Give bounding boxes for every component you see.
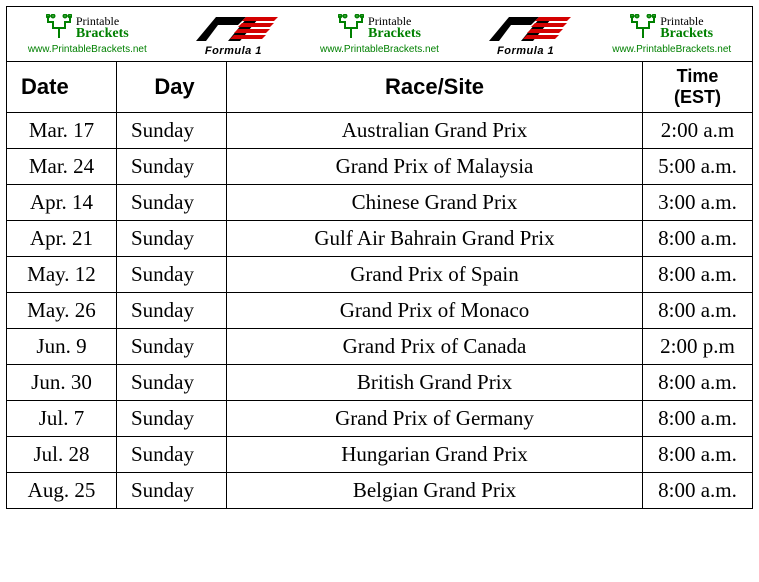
cell-date: Jul. 28 <box>7 437 117 473</box>
cell-day: Sunday <box>117 437 227 473</box>
cell-date: Aug. 25 <box>7 473 117 509</box>
cell-race: Grand Prix of Canada <box>227 329 643 365</box>
cell-race: Grand Prix of Monaco <box>227 293 643 329</box>
cell-race: Australian Grand Prix <box>227 113 643 149</box>
cell-time: 3:00 a.m. <box>643 185 753 221</box>
cell-race: Grand Prix of Malaysia <box>227 149 643 185</box>
f1-label: Formula 1 <box>497 45 554 57</box>
cell-time: 8:00 a.m. <box>643 437 753 473</box>
cell-time: 8:00 a.m. <box>643 257 753 293</box>
cell-day: Sunday <box>117 113 227 149</box>
bracket-icon <box>46 14 72 42</box>
table-row: Aug. 25SundayBelgian Grand Prix8:00 a.m. <box>7 473 753 509</box>
table-row: May. 12SundayGrand Prix of Spain8:00 a.m… <box>7 257 753 293</box>
cell-date: Mar. 17 <box>7 113 117 149</box>
bracket-icon <box>630 14 656 42</box>
cell-time: 8:00 a.m. <box>643 401 753 437</box>
cell-time: 8:00 a.m. <box>643 365 753 401</box>
cell-date: Apr. 21 <box>7 221 117 257</box>
logo-url: www.PrintableBrackets.net <box>28 44 147 55</box>
printable-brackets-logo: Printable Brackets www.PrintableBrackets… <box>612 14 731 55</box>
cell-day: Sunday <box>117 473 227 509</box>
table-body: Mar. 17SundayAustralian Grand Prix2:00 a… <box>7 113 753 509</box>
logo-line2: Brackets <box>660 27 713 41</box>
table-row: Mar. 17SundayAustralian Grand Prix2:00 a… <box>7 113 753 149</box>
cell-day: Sunday <box>117 149 227 185</box>
logo-url: www.PrintableBrackets.net <box>320 44 439 55</box>
cell-date: Jul. 7 <box>7 401 117 437</box>
bracket-icon <box>338 14 364 42</box>
cell-date: Mar. 24 <box>7 149 117 185</box>
logo-line1: Printable <box>368 15 421 27</box>
cell-date: Apr. 14 <box>7 185 117 221</box>
cell-time: 2:00 a.m <box>643 113 753 149</box>
cell-date: Jun. 9 <box>7 329 117 365</box>
cell-day: Sunday <box>117 401 227 437</box>
col-header-time: Time (EST) <box>643 62 753 113</box>
cell-race: Grand Prix of Germany <box>227 401 643 437</box>
cell-race: Belgian Grand Prix <box>227 473 643 509</box>
table-row: May. 26SundayGrand Prix of Monaco8:00 a.… <box>7 293 753 329</box>
table-row: Jul. 28SundayHungarian Grand Prix8:00 a.… <box>7 437 753 473</box>
cell-date: Jun. 30 <box>7 365 117 401</box>
cell-race: Chinese Grand Prix <box>227 185 643 221</box>
header-logo-band: Printable Brackets www.PrintableBrackets… <box>6 6 753 61</box>
table-row: Mar. 24SundayGrand Prix of Malaysia5:00 … <box>7 149 753 185</box>
table-row: Jun. 9SundayGrand Prix of Canada2:00 p.m <box>7 329 753 365</box>
cell-time: 8:00 a.m. <box>643 473 753 509</box>
cell-time: 8:00 a.m. <box>643 293 753 329</box>
printable-brackets-logo: Printable Brackets www.PrintableBrackets… <box>320 14 439 55</box>
cell-race: British Grand Prix <box>227 365 643 401</box>
cell-day: Sunday <box>117 365 227 401</box>
f1-icon <box>188 11 278 47</box>
col-header-day: Day <box>117 62 227 113</box>
table-row: Apr. 21SundayGulf Air Bahrain Grand Prix… <box>7 221 753 257</box>
cell-date: May. 26 <box>7 293 117 329</box>
table-row: Jun. 30SundayBritish Grand Prix8:00 a.m. <box>7 365 753 401</box>
f1-logo: Formula 1 <box>481 11 571 57</box>
cell-race: Hungarian Grand Prix <box>227 437 643 473</box>
cell-time: 5:00 a.m. <box>643 149 753 185</box>
col-header-race: Race/Site <box>227 62 643 113</box>
col-header-date: Date <box>7 62 117 113</box>
cell-day: Sunday <box>117 329 227 365</box>
cell-day: Sunday <box>117 293 227 329</box>
logo-line2: Brackets <box>368 27 421 41</box>
cell-race: Gulf Air Bahrain Grand Prix <box>227 221 643 257</box>
table-row: Jul. 7SundayGrand Prix of Germany8:00 a.… <box>7 401 753 437</box>
printable-brackets-logo: Printable Brackets www.PrintableBrackets… <box>28 14 147 55</box>
table-row: Apr. 14SundayChinese Grand Prix3:00 a.m. <box>7 185 753 221</box>
cell-day: Sunday <box>117 221 227 257</box>
f1-icon <box>481 11 571 47</box>
cell-race: Grand Prix of Spain <box>227 257 643 293</box>
schedule-table: Date Day Race/Site Time (EST) Mar. 17Sun… <box>6 61 753 509</box>
f1-logo: Formula 1 <box>188 11 278 57</box>
f1-label: Formula 1 <box>205 45 262 57</box>
cell-day: Sunday <box>117 185 227 221</box>
cell-date: May. 12 <box>7 257 117 293</box>
table-header-row: Date Day Race/Site Time (EST) <box>7 62 753 113</box>
cell-day: Sunday <box>117 257 227 293</box>
logo-line2: Brackets <box>76 27 129 41</box>
cell-time: 8:00 a.m. <box>643 221 753 257</box>
logo-url: www.PrintableBrackets.net <box>612 44 731 55</box>
cell-time: 2:00 p.m <box>643 329 753 365</box>
logo-line1: Printable <box>660 15 713 27</box>
logo-line1: Printable <box>76 15 129 27</box>
